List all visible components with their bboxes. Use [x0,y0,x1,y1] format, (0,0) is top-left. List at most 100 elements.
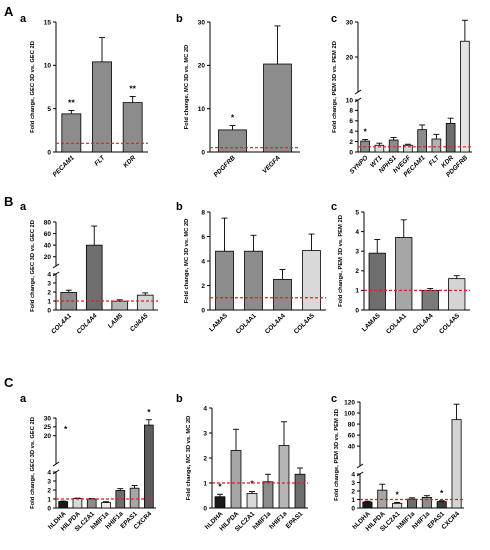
x-tick-label: COL4A4 [264,312,287,335]
bar [417,129,427,153]
chart-c-a: a 0 1 2 3 4 20 25 30 Fold change, GEC 3D vs. GEC … [20,393,156,533]
bar [395,237,413,311]
bar [218,129,247,153]
bar [406,498,418,509]
x-tick-label: Col4A5 [129,312,150,333]
y-tick-label: 4 [201,258,205,265]
y-axis-title: Fold change, PEM 3D vs. PEM 2D [338,215,344,307]
panel-label: a [20,13,27,25]
chart-b-b: b 0 2 4 6 8 Fold change, MC 3D vs. MC 2D LAMA5 C… [176,201,326,336]
y-tick-label: 0 [349,149,353,156]
y-tick-label: 4 [355,229,359,236]
panel-label: c [331,13,337,25]
x-tick-label: LAMA5 [361,312,382,333]
y-tick-label: 0 [47,307,51,314]
x-tick-label: FLT [428,154,442,168]
bar [144,424,154,509]
y-axis-title: Fold change, GEC 3D vs. GEC 2D [30,41,36,133]
y-tick-label: 15 [44,19,52,26]
y-tick-label: 3 [203,430,207,437]
significance-mark: ** [68,97,75,107]
y-tick-label: 5 [355,209,359,216]
bar [368,252,386,311]
x-tick-label: SYNPO [348,154,369,175]
bar [58,501,68,509]
y-tick-label: 0 [47,149,51,156]
y-axis-title: Fold change, PEM 3D vs. PEM 2D [334,409,340,501]
y-tick-label: 25 [44,424,52,431]
bar [215,250,234,311]
y-tick-label: 2 [351,488,355,495]
y-tick-label: 0 [355,307,359,314]
y-tick-label: 1 [355,288,359,295]
y-axis-title: Fold change, MC 3D vs. MC 2D [186,416,192,501]
significance-mark: * [218,481,222,491]
bar [273,278,292,311]
y-axis-title: Fold change, GEC 3D vs. GEC 2D [30,417,36,509]
panel-label: c [331,393,337,405]
bar [294,473,306,509]
y-tick-label: 1 [351,497,355,504]
axis-break-mark [52,263,60,269]
y-tick-label: 3 [47,478,51,485]
y-tick-label: 2 [349,139,353,146]
y-tick-label: 80 [348,421,356,428]
x-tick-label: COL4A1 [235,312,258,335]
chart-a-c: c 0 2 4 6 8 10 20 30 Fold change, PEM 3D vs. PEM … [331,13,472,179]
y-tick-label: 10 [198,106,206,113]
y-tick-label: 4 [47,271,51,278]
bar [85,244,103,311]
x-tick-label: hHIF1a [268,510,289,531]
y-tick-label: 20 [346,54,354,61]
bar [262,481,274,509]
bar [278,445,290,509]
y-tick-label: 2 [47,487,51,494]
y-tick-label: 6 [201,234,205,241]
row-label-a: A [4,4,14,19]
x-tick-label: COL4A4 [76,312,99,335]
x-tick-label: COL4A1 [385,312,408,335]
significance-mark: * [395,489,399,499]
y-tick-label: 20 [44,433,52,440]
axis-break-mark [52,461,60,467]
bar [421,289,439,311]
y-tick-label: 60 [348,432,356,439]
y-tick-label: 30 [346,19,354,26]
bar [122,102,143,153]
bar [246,493,258,509]
chart-c-c: c 01 23 4 40 60 80 100 120 Fold change, PEM 3D vs… [331,393,464,533]
y-tick-label: 30 [44,415,52,422]
y-tick-label: 10 [346,97,354,104]
bar [244,250,263,311]
panel-label: a [20,201,27,213]
y-tick-label: 4 [47,469,51,476]
row-label-b: B [4,194,13,209]
significance-mark: * [363,127,367,137]
x-tick-label: EPAS1 [285,510,305,530]
y-tick-label: 30 [198,19,206,26]
x-tick-label: LAMA5 [208,312,229,333]
y-tick-label: 40 [44,242,52,249]
y-tick-label: 3 [355,249,359,256]
bar [230,450,242,509]
y-tick-label: 4 [351,471,355,478]
chart-a-b: b 0 10 20 30 Fold change, MC 3D vs. MC 2D * PDG… [176,13,300,179]
bar [388,139,399,153]
bar [436,501,447,509]
bar [92,61,112,153]
y-axis-title: Fold change, GEC 3D vs. GEC 2D [30,220,36,312]
y-tick-label: 0 [201,307,205,314]
bar [136,294,154,311]
y-tick-label: 1 [47,496,51,503]
x-tick-label: PECAM1 [52,154,76,178]
x-tick-label: PDGFRB [213,154,238,179]
y-tick-label: 40 [348,443,356,450]
y-tick-label: 0 [201,149,205,156]
y-tick-label: 10 [44,63,52,70]
y-tick-label: 1 [203,480,207,487]
y-tick-label: 3 [47,280,51,287]
bar [460,40,470,153]
x-tick-label: KDR [122,154,137,169]
